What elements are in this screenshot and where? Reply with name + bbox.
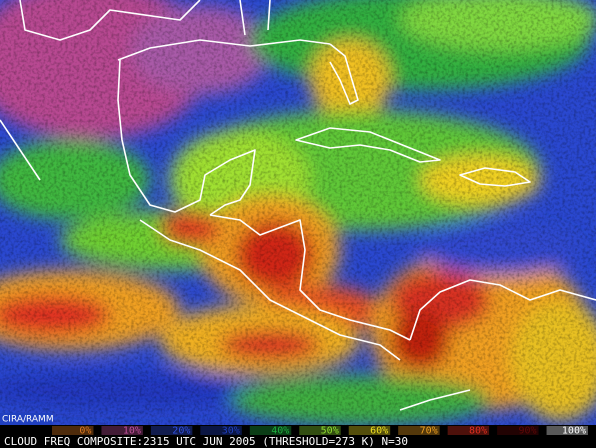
colorbar-label: 100% [562, 426, 586, 437]
cloud-field: CIRA/RAMM [0, 0, 596, 425]
colorbar-label: 80% [469, 426, 487, 437]
credit: CIRA/RAMM [2, 415, 54, 425]
colorbar-label: 70% [420, 426, 438, 437]
colorbar-swatch [497, 426, 539, 435]
colorbar-swatch [447, 426, 490, 435]
colorbar-swatch [546, 426, 588, 435]
colorbar-label: 20% [172, 426, 190, 437]
colorbar-label: 40% [271, 426, 289, 437]
colorbar-swatch [398, 426, 440, 435]
colorbar-swatch [150, 426, 193, 435]
colorbar-label: 50% [321, 426, 339, 437]
caption-bar [0, 436, 596, 448]
credit-box [0, 413, 52, 425]
coastlines [0, 0, 596, 411]
colorbar-label: 90% [518, 426, 536, 437]
caption: CLOUD FREQ COMPOSITE:2315 UTC JUN 2005 (… [4, 435, 408, 448]
colorbar-swatch [299, 426, 341, 435]
colorbar-label: 0% [79, 426, 91, 437]
colorbar-swatch [249, 426, 292, 435]
colorbar-swatch [52, 426, 94, 435]
colorbar-background [0, 425, 596, 436]
colorbar-swatch [101, 426, 143, 435]
colorbar: 0% 10% 20% 30% 40% 50% 60% 70% 80% 90% 100% [0, 425, 596, 437]
colorbar-swatch [200, 426, 242, 435]
colorbar-label: 30% [222, 426, 240, 437]
colorbar-label: 10% [123, 426, 141, 437]
colorbar-label: 60% [370, 426, 388, 437]
colorbar-swatch [348, 426, 391, 435]
